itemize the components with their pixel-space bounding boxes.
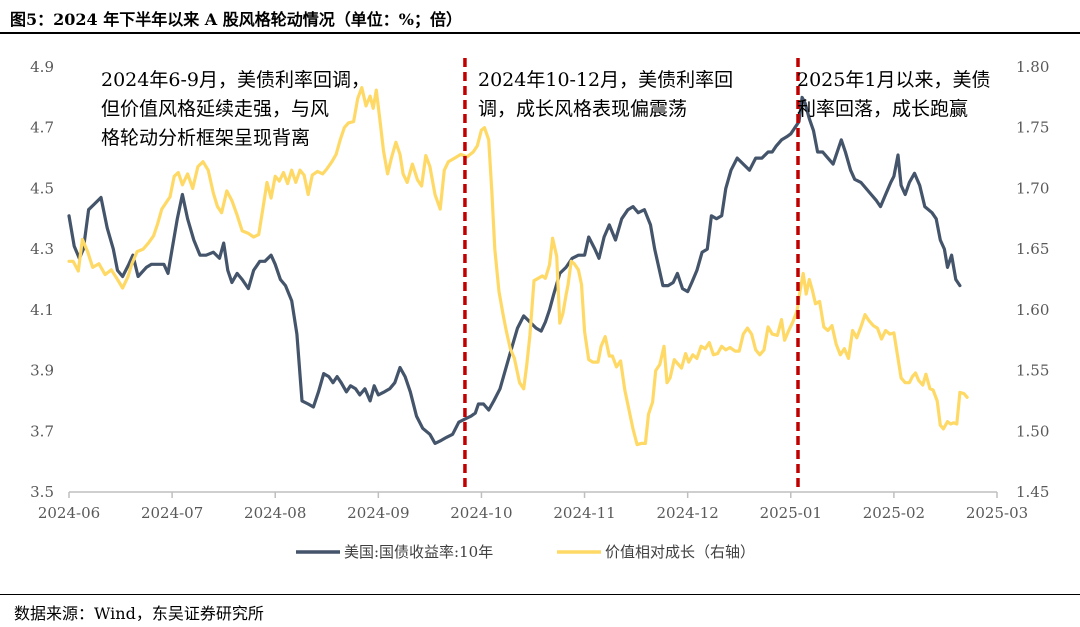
us10y-series xyxy=(67,95,962,445)
annotation-text: 格轮动分析框架呈现背离 xyxy=(101,127,310,149)
y-right-tick-label: 1.80 xyxy=(1016,58,1049,76)
annotation-text: 但价值风格延续走强，与风 xyxy=(101,98,329,120)
annotation-text: 2024年10-12月，美债利率回 xyxy=(478,69,733,91)
y-left-tick-label: 3.7 xyxy=(30,422,54,440)
y-left-tick-label: 4.1 xyxy=(30,301,54,319)
annotations: 2024年6-9月，美债利率回调， 但价值风格延续走强，与风格轮动分析框架呈现背离… xyxy=(101,69,990,149)
annotation-text: 2025年1月以来，美债 xyxy=(797,69,990,91)
annotation-text: 调，成长风格表现偏震荡 xyxy=(478,98,687,120)
us10y-line xyxy=(67,95,962,445)
y-right-tick-label: 1.45 xyxy=(1016,483,1049,501)
legend-label-us10y: 美国:国债收益率:10年 xyxy=(344,543,493,561)
y-left-tick-label: 4.9 xyxy=(30,58,54,76)
chart-title: 图5：2024 年下半年以来 A 股风格轮动情况（单位：%；倍） xyxy=(10,10,462,29)
x-tick-label: 2025-01 xyxy=(760,504,822,522)
y-left-tick-label: 4.7 xyxy=(30,119,54,137)
period-dividers xyxy=(463,58,800,492)
y-right-tick-label: 1.75 xyxy=(1016,119,1049,137)
y-right-tick-label: 1.65 xyxy=(1016,240,1049,258)
y-right-tick-label: 1.60 xyxy=(1016,301,1049,319)
y-left-tick-label: 3.9 xyxy=(30,362,54,380)
y-left-tick-label: 4.5 xyxy=(30,179,54,197)
y-right-tick-label: 1.55 xyxy=(1016,362,1049,380)
x-tick-label: 2024-12 xyxy=(656,504,718,522)
axes: 2024-06 2024-07 2024-08 2024-09 2024-10 2024-… xyxy=(30,58,1049,522)
source-rule xyxy=(0,594,1080,595)
legend: 美国:国债收益率:10年 价值相对成长（右轴） xyxy=(296,543,755,561)
x-tick-label: 2024-10 xyxy=(450,504,512,522)
x-tick-label: 2024-08 xyxy=(244,504,306,522)
x-tick-label: 2024-11 xyxy=(553,504,615,522)
x-tick-label: 2024-06 xyxy=(38,504,100,522)
annotation-text: 2024年6-9月，美债利率回调， xyxy=(101,69,370,91)
x-tick-label: 2025-03 xyxy=(966,504,1028,522)
legend-label-value-growth: 价值相对成长（右轴） xyxy=(605,543,755,561)
x-tick-label: 2024-07 xyxy=(141,504,203,522)
y-right-tick-label: 1.70 xyxy=(1016,179,1049,197)
source-note: 数据来源：Wind，东吴证券研究所 xyxy=(14,604,264,623)
y-left-tick-label: 4.3 xyxy=(30,240,54,258)
annotation-text: 利率回落，成长跑赢 xyxy=(797,98,968,120)
y-right-tick-label: 1.50 xyxy=(1016,422,1049,440)
title-rule xyxy=(0,32,1080,34)
x-tick-label: 2024-09 xyxy=(347,504,409,522)
y-left-tick-label: 3.5 xyxy=(30,483,54,501)
value-growth-series xyxy=(67,86,969,447)
value-growth-line xyxy=(67,86,969,447)
x-tick-label: 2025-02 xyxy=(863,504,925,522)
